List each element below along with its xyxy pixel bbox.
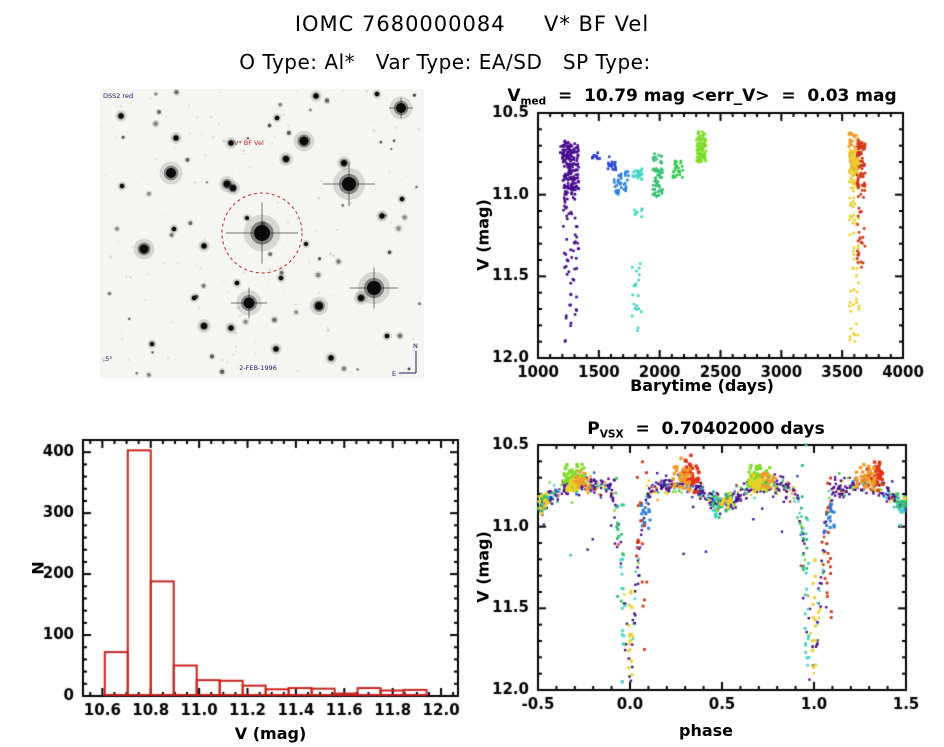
target-circle xyxy=(221,192,303,274)
star xyxy=(150,342,154,346)
timeseries-xaxis-label: Barytime (days) xyxy=(630,376,774,395)
timeseries-title: Vmed = 10.79 mag <err_V> = 0.03 mag xyxy=(460,86,944,108)
phase-title-rest: = 0.70402000 days xyxy=(623,419,825,439)
star xyxy=(299,136,309,146)
star xyxy=(139,244,149,254)
star xyxy=(273,346,279,352)
star xyxy=(245,216,249,220)
star xyxy=(385,334,389,338)
star xyxy=(375,92,379,96)
star xyxy=(342,177,356,191)
timeseries-yaxis-label: V (mag) xyxy=(473,199,493,271)
star xyxy=(358,295,364,301)
histogram-xaxis-label: V (mag) xyxy=(234,724,307,743)
star xyxy=(275,116,279,120)
star xyxy=(400,197,404,201)
target-label: V* BF Vel xyxy=(234,139,264,147)
phase-title-subscript: VSX xyxy=(599,428,624,441)
star xyxy=(201,243,207,249)
page-subtitle: O Type: Al* Var Type: EA/SD SP Type: xyxy=(239,50,651,74)
star xyxy=(328,355,334,361)
star xyxy=(254,225,270,241)
timeseries-title-main: V xyxy=(507,86,521,106)
star xyxy=(228,140,234,146)
timeseries-title-subscript: med xyxy=(520,95,547,108)
star xyxy=(279,276,283,280)
star xyxy=(120,184,124,188)
phase-plot-canvas xyxy=(460,410,944,747)
phase-yaxis-label: V (mag) xyxy=(473,531,493,603)
star xyxy=(341,160,347,166)
star xyxy=(367,281,381,295)
star xyxy=(283,156,289,162)
star xyxy=(315,302,323,310)
star xyxy=(313,93,319,99)
star xyxy=(192,296,196,300)
star xyxy=(228,325,234,331)
star xyxy=(172,227,176,231)
finding-chart: DSS2 red V* BF Vel 2-FEB-1996 ,5° N E xyxy=(100,89,424,378)
star xyxy=(173,135,179,141)
phase-title-main: P xyxy=(587,419,600,439)
star xyxy=(235,281,239,285)
star xyxy=(396,103,406,113)
star xyxy=(223,180,231,188)
survey-label: DSS2 red xyxy=(103,92,133,100)
page-title: IOMC 7680000084 V* BF Vel xyxy=(294,12,650,36)
phase-title: PVSX = 0.70402000 days xyxy=(460,419,944,441)
histogram-plot-canvas xyxy=(25,425,470,747)
star xyxy=(304,242,308,246)
timeseries-plot-canvas xyxy=(460,80,944,405)
histogram-yaxis-label: N xyxy=(28,561,48,575)
star xyxy=(201,323,207,329)
compass-east-label: E xyxy=(392,370,396,378)
timeseries-title-rest: = 10.79 mag <err_V> = 0.03 mag xyxy=(546,86,897,106)
compass-north-label: N xyxy=(413,342,418,350)
star xyxy=(379,213,385,219)
star xyxy=(118,113,124,119)
star xyxy=(230,185,236,191)
epoch-label: 2-FEB-1996 xyxy=(239,364,277,372)
phase-xaxis-label: phase xyxy=(678,721,733,740)
corner-label: ,5° xyxy=(103,355,112,363)
star xyxy=(166,168,176,178)
star xyxy=(243,297,255,309)
